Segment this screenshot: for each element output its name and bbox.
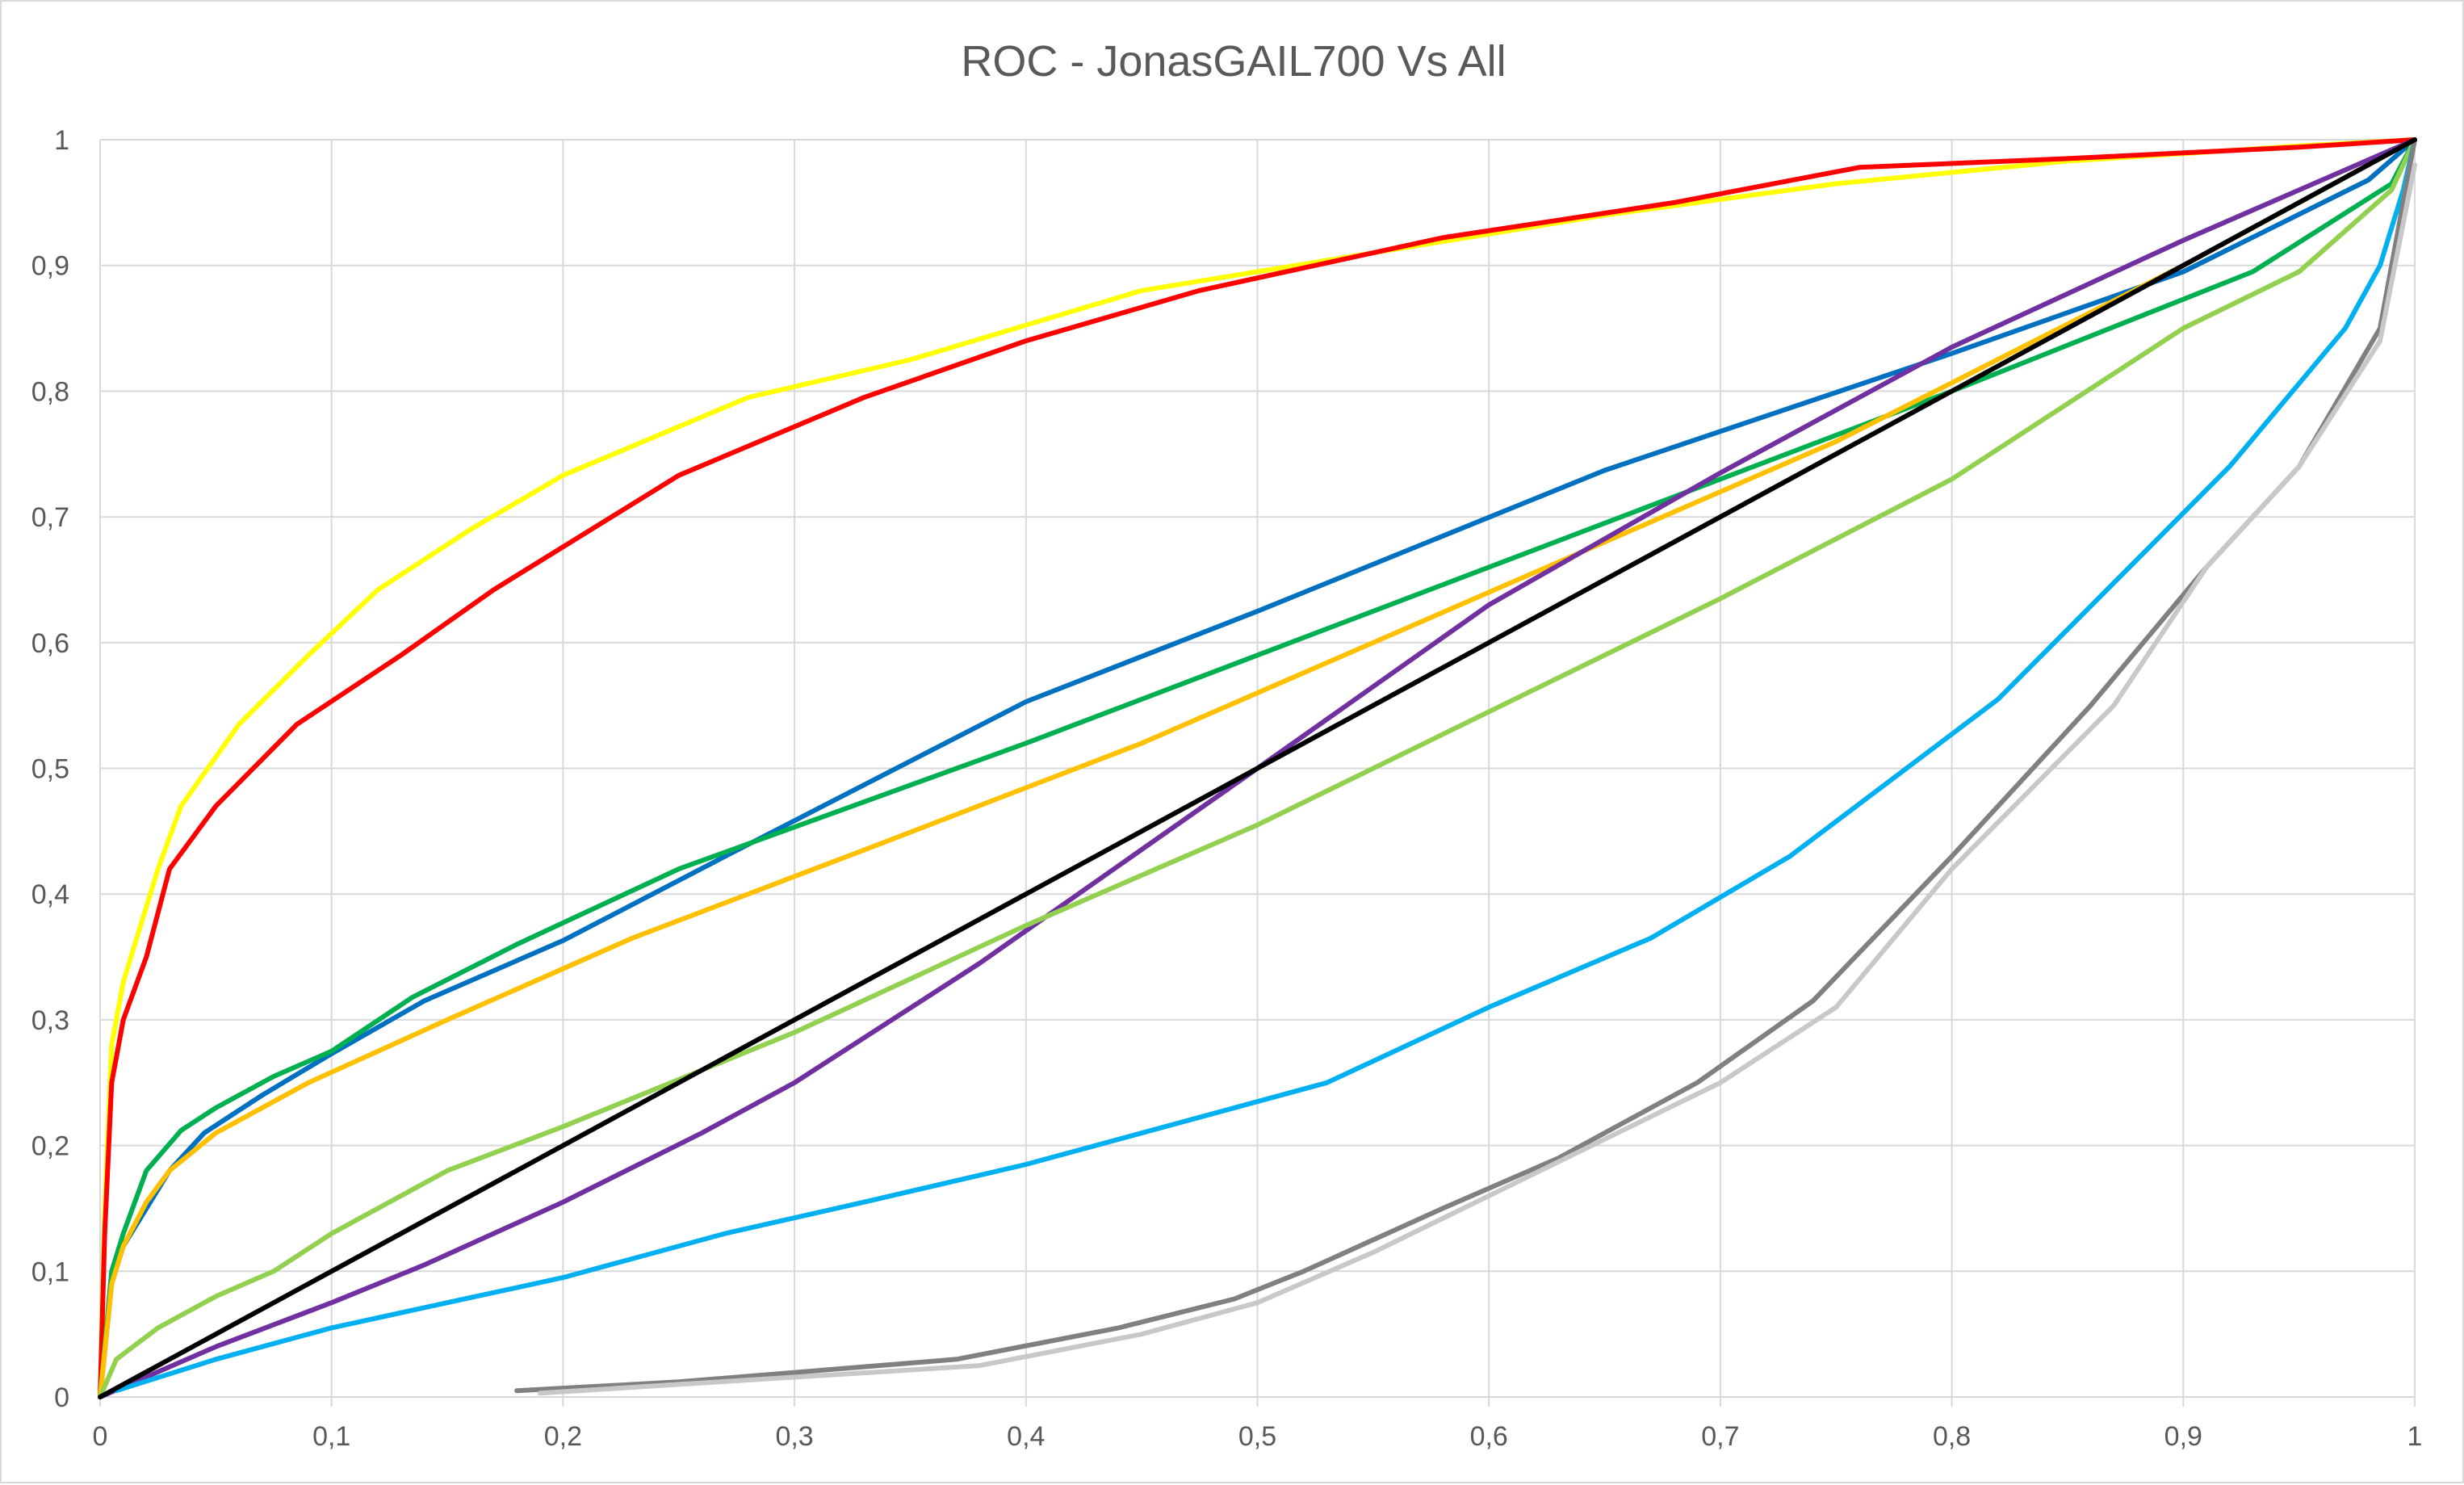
series-line-4	[98, 137, 2417, 1399]
chart-title: ROC - JonasGAIL700 Vs All	[961, 37, 1506, 86]
x-tick-label: 1	[2407, 1421, 2423, 1452]
series-line-8	[514, 137, 2417, 1394]
y-tick-label: 0,4	[31, 879, 69, 910]
series-lines	[98, 137, 2417, 1399]
series-line-9	[537, 162, 2417, 1396]
series-line-6	[98, 137, 2417, 1399]
x-tick-label: 0,3	[775, 1421, 813, 1452]
y-tick-label: 0,7	[31, 502, 69, 533]
x-tick-label: 0,5	[1238, 1421, 1276, 1452]
x-tick-label: 0,8	[1933, 1421, 1971, 1452]
axis-lines	[99, 140, 2416, 1407]
y-tick-label: 0,9	[31, 251, 69, 282]
y-tick-label: 0,2	[31, 1131, 69, 1162]
y-tick-label: 0,6	[31, 628, 69, 659]
y-tick-label: 1	[54, 125, 69, 156]
series-line-7	[114, 137, 2417, 1394]
y-tick-label: 0,5	[31, 754, 69, 785]
series-line-10	[98, 137, 2417, 1399]
series-line-2	[98, 137, 2417, 1399]
series-line-1	[98, 137, 2417, 1399]
tick-labels: 0 0,1 0,2 0,3 0,4 0,5 0,6 0,7 0,8 0,9 1 0 0,1 0,2 0,3 0…	[31, 125, 2423, 1452]
x-tick-label: 0,7	[1701, 1421, 1739, 1452]
series-line-3	[98, 137, 2417, 1399]
x-tick-label: 0,9	[2164, 1421, 2202, 1452]
x-tick-label: 0	[93, 1421, 108, 1452]
series-line-5	[98, 137, 2417, 1399]
gridlines	[100, 139, 2416, 1397]
y-tick-label: 0	[54, 1382, 69, 1413]
x-tick-label: 0,2	[544, 1421, 582, 1452]
y-tick-label: 0,8	[31, 376, 69, 407]
x-tick-label: 0,4	[1007, 1421, 1045, 1452]
y-tick-label: 0,3	[31, 1005, 69, 1036]
y-tick-label: 0,1	[31, 1256, 69, 1287]
series-line-0	[98, 137, 2417, 1399]
x-tick-label: 0,6	[1470, 1421, 1508, 1452]
x-tick-label: 0,1	[312, 1421, 350, 1452]
